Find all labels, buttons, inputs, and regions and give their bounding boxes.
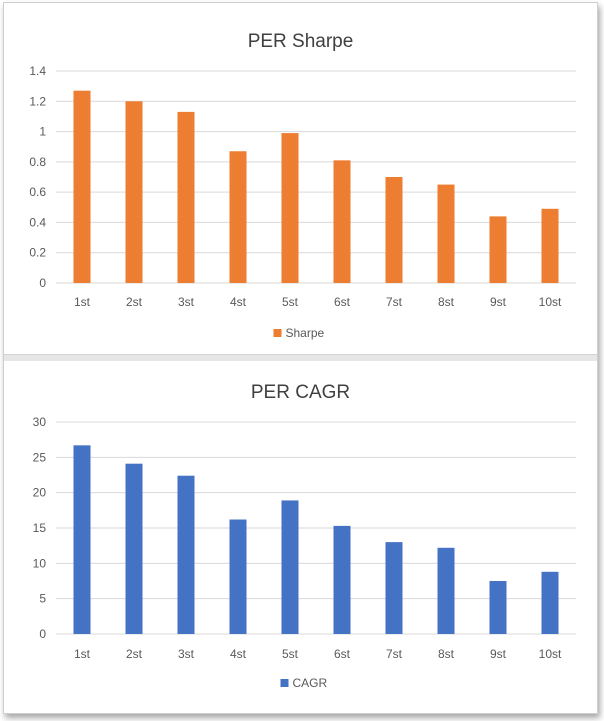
x-tick-label: 10st	[539, 295, 562, 309]
y-tick-label: 0	[39, 276, 46, 290]
x-tick-label: 6st	[334, 295, 351, 309]
sharpe-bar	[333, 160, 351, 283]
cagr-bar	[229, 519, 247, 634]
y-tick-label: 0.4	[29, 215, 46, 229]
x-tick-label: 4st	[230, 295, 247, 309]
cagr-bar	[489, 581, 507, 634]
x-tick-label: 1st	[74, 295, 91, 309]
legend-swatch	[273, 329, 282, 337]
x-tick-label: 9st	[490, 295, 507, 309]
x-tick-label: 5st	[282, 647, 299, 661]
x-tick-label: 6st	[334, 647, 351, 661]
y-tick-label: 1.4	[29, 64, 46, 78]
cagr-bar	[125, 463, 143, 634]
sharpe-bar	[229, 151, 247, 283]
x-tick-label: 7st	[386, 647, 403, 661]
y-tick-label: 20	[33, 486, 47, 500]
y-tick-label: 15	[33, 521, 47, 535]
x-tick-label: 7st	[386, 295, 403, 309]
sharpe-chart-title: PER Sharpe	[248, 31, 354, 52]
x-tick-label: 9st	[490, 647, 507, 661]
x-tick-label: 4st	[230, 647, 247, 661]
cagr-bar	[437, 547, 455, 634]
sharpe-chart: PER Sharpe 0 0.2 0.4 0.6 0.8 1 1.2 1.4 1st 2st 3st 4…	[29, 31, 576, 340]
x-tick-label: 3st	[178, 647, 195, 661]
cagr-chart-panel: PER CAGR 0 5 10 15 20 25 30 1st 2st 3st 4st 5st 6st 7s…	[4, 361, 597, 713]
y-tick-label: 0	[39, 627, 46, 641]
x-tick-label: 8st	[438, 647, 455, 661]
y-tick-label: 10	[33, 556, 47, 570]
x-tick-label: 8st	[438, 295, 455, 309]
sharpe-bar	[385, 177, 403, 283]
sharpe-bar	[489, 216, 507, 283]
x-tick-label: 2st	[126, 647, 143, 661]
y-tick-label: 25	[33, 450, 47, 464]
legend-label: CAGR	[293, 676, 328, 690]
x-tick-label: 3st	[178, 295, 195, 309]
chart-frame: PER Sharpe 0 0.2 0.4 0.6 0.8 1 1.2 1.4 1st 2st 3st 4…	[3, 2, 598, 714]
y-tick-label: 1.2	[29, 94, 46, 108]
sharpe-bar	[281, 133, 299, 283]
sharpe-bar	[437, 184, 455, 283]
x-tick-label: 1st	[74, 647, 91, 661]
cagr-bar	[385, 542, 403, 634]
legend-swatch	[280, 679, 289, 687]
cagr-bar	[177, 475, 195, 634]
sharpe-bar	[73, 90, 91, 283]
x-tick-label: 2st	[126, 295, 143, 309]
legend-label: Sharpe	[286, 326, 325, 340]
sharpe-bar	[125, 101, 143, 284]
y-tick-label: 1	[39, 125, 46, 139]
cagr-bar	[333, 525, 351, 634]
cagr-bar	[281, 500, 299, 634]
y-tick-label: 0.8	[29, 155, 46, 169]
y-tick-label: 0.6	[29, 185, 46, 199]
cagr-chart: PER CAGR 0 5 10 15 20 25 30 1st 2st 3st 4st 5st 6st 7s…	[33, 382, 576, 690]
cagr-bar	[73, 445, 91, 634]
x-tick-label: 5st	[282, 295, 299, 309]
cagr-bar	[541, 571, 559, 634]
sharpe-bar	[541, 208, 559, 283]
y-tick-label: 0.2	[29, 246, 46, 260]
y-tick-label: 30	[33, 415, 47, 429]
y-tick-label: 5	[39, 592, 46, 606]
cagr-chart-title: PER CAGR	[251, 382, 350, 403]
x-tick-label: 10st	[539, 647, 562, 661]
sharpe-chart-panel: PER Sharpe 0 0.2 0.4 0.6 0.8 1 1.2 1.4 1st 2st 3st 4…	[4, 3, 597, 355]
sharpe-bar	[177, 111, 195, 283]
